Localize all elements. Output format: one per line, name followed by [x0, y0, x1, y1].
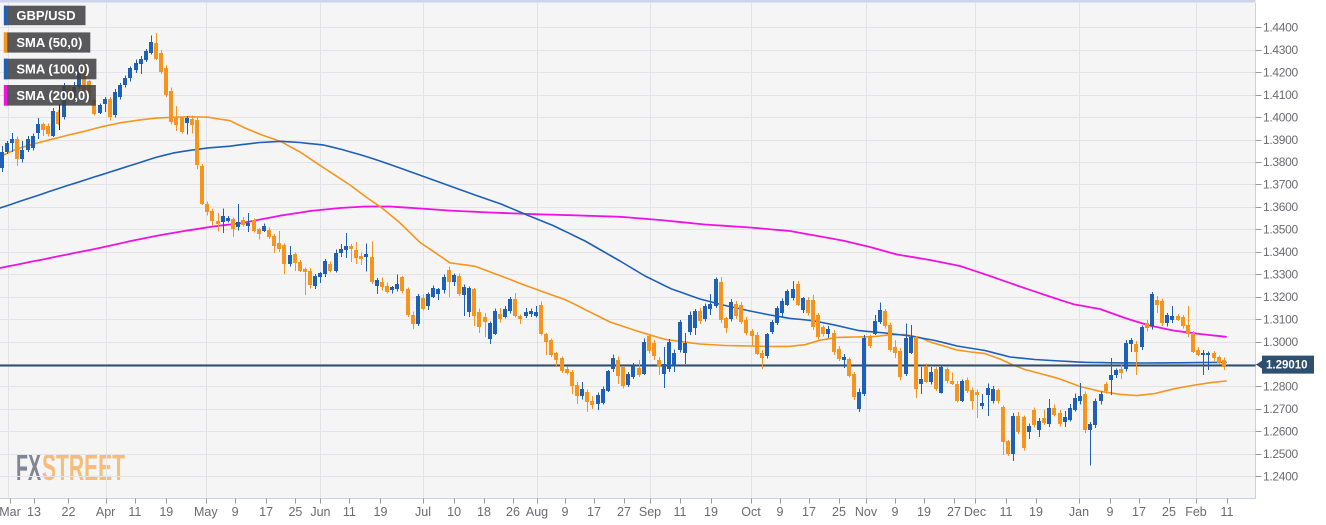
svg-text:19: 19: [374, 505, 388, 519]
svg-text:1.2400: 1.2400: [1263, 469, 1299, 483]
svg-text:1.3200: 1.3200: [1263, 290, 1299, 304]
svg-text:9: 9: [232, 505, 239, 519]
svg-text:SMA (100,0): SMA (100,0): [16, 62, 89, 77]
svg-text:26: 26: [506, 505, 520, 519]
svg-text:1.4200: 1.4200: [1263, 66, 1299, 80]
svg-text:25: 25: [832, 505, 846, 519]
svg-text:1.3600: 1.3600: [1263, 200, 1299, 214]
svg-text:11: 11: [674, 505, 687, 519]
svg-text:1.3500: 1.3500: [1263, 223, 1299, 237]
svg-text:22: 22: [62, 505, 76, 519]
svg-text:1.4100: 1.4100: [1263, 88, 1299, 102]
svg-text:25: 25: [288, 505, 302, 519]
svg-text:18: 18: [477, 505, 491, 519]
svg-text:27: 27: [947, 505, 961, 519]
svg-text:1.3300: 1.3300: [1263, 267, 1299, 281]
svg-text:11: 11: [1000, 505, 1013, 519]
svg-text:1.3000: 1.3000: [1263, 335, 1299, 349]
svg-text:1.3700: 1.3700: [1263, 178, 1299, 192]
svg-text:Mar: Mar: [0, 505, 21, 519]
svg-text:Jul: Jul: [415, 505, 431, 519]
svg-text:GBP/USD: GBP/USD: [16, 8, 75, 23]
svg-text:25: 25: [1162, 505, 1176, 519]
svg-text:1.3800: 1.3800: [1263, 155, 1299, 169]
svg-text:1.3100: 1.3100: [1263, 312, 1299, 326]
svg-text:1.2600: 1.2600: [1263, 425, 1299, 439]
svg-text:1.4300: 1.4300: [1263, 43, 1299, 57]
svg-text:27: 27: [617, 505, 631, 519]
svg-text:1.4400: 1.4400: [1263, 21, 1299, 35]
svg-text:11: 11: [343, 505, 356, 519]
svg-text:Oct: Oct: [741, 505, 761, 519]
svg-text:SMA (50,0): SMA (50,0): [16, 35, 82, 50]
svg-text:1.2700: 1.2700: [1263, 402, 1299, 416]
svg-text:Nov: Nov: [855, 505, 878, 519]
svg-text:1.3900: 1.3900: [1263, 133, 1299, 147]
svg-text:Apr: Apr: [96, 505, 115, 519]
svg-text:May: May: [194, 505, 218, 519]
svg-text:1.4000: 1.4000: [1263, 110, 1299, 124]
svg-text:17: 17: [1132, 505, 1146, 519]
svg-text:19: 19: [917, 505, 931, 519]
svg-text:19: 19: [1029, 505, 1043, 519]
svg-text:FX: FX: [16, 447, 41, 488]
svg-text:9: 9: [777, 505, 784, 519]
svg-text:1.2500: 1.2500: [1263, 447, 1299, 461]
svg-text:Aug: Aug: [526, 505, 548, 519]
svg-text:1.2800: 1.2800: [1263, 380, 1299, 394]
svg-text:11: 11: [1221, 505, 1234, 519]
svg-text:17: 17: [587, 505, 601, 519]
svg-text:19: 19: [159, 505, 173, 519]
svg-text:Feb: Feb: [1185, 505, 1207, 519]
svg-text:9: 9: [892, 505, 899, 519]
svg-text:Jun: Jun: [310, 505, 330, 519]
svg-text:Jan: Jan: [1069, 505, 1089, 519]
svg-text:Dec: Dec: [964, 505, 986, 519]
svg-text:STREET: STREET: [42, 447, 125, 488]
svg-text:9: 9: [1107, 505, 1114, 519]
svg-text:19: 19: [704, 505, 718, 519]
svg-text:10: 10: [447, 505, 461, 519]
svg-text:Sep: Sep: [639, 505, 661, 519]
svg-text:1.29010: 1.29010: [1266, 360, 1308, 372]
svg-text:11: 11: [128, 505, 141, 519]
svg-text:SMA (200,0): SMA (200,0): [16, 88, 89, 103]
svg-text:1.3400: 1.3400: [1263, 245, 1299, 259]
svg-text:17: 17: [802, 505, 816, 519]
svg-text:13: 13: [27, 505, 41, 519]
svg-text:17: 17: [259, 505, 273, 519]
svg-text:9: 9: [562, 505, 569, 519]
